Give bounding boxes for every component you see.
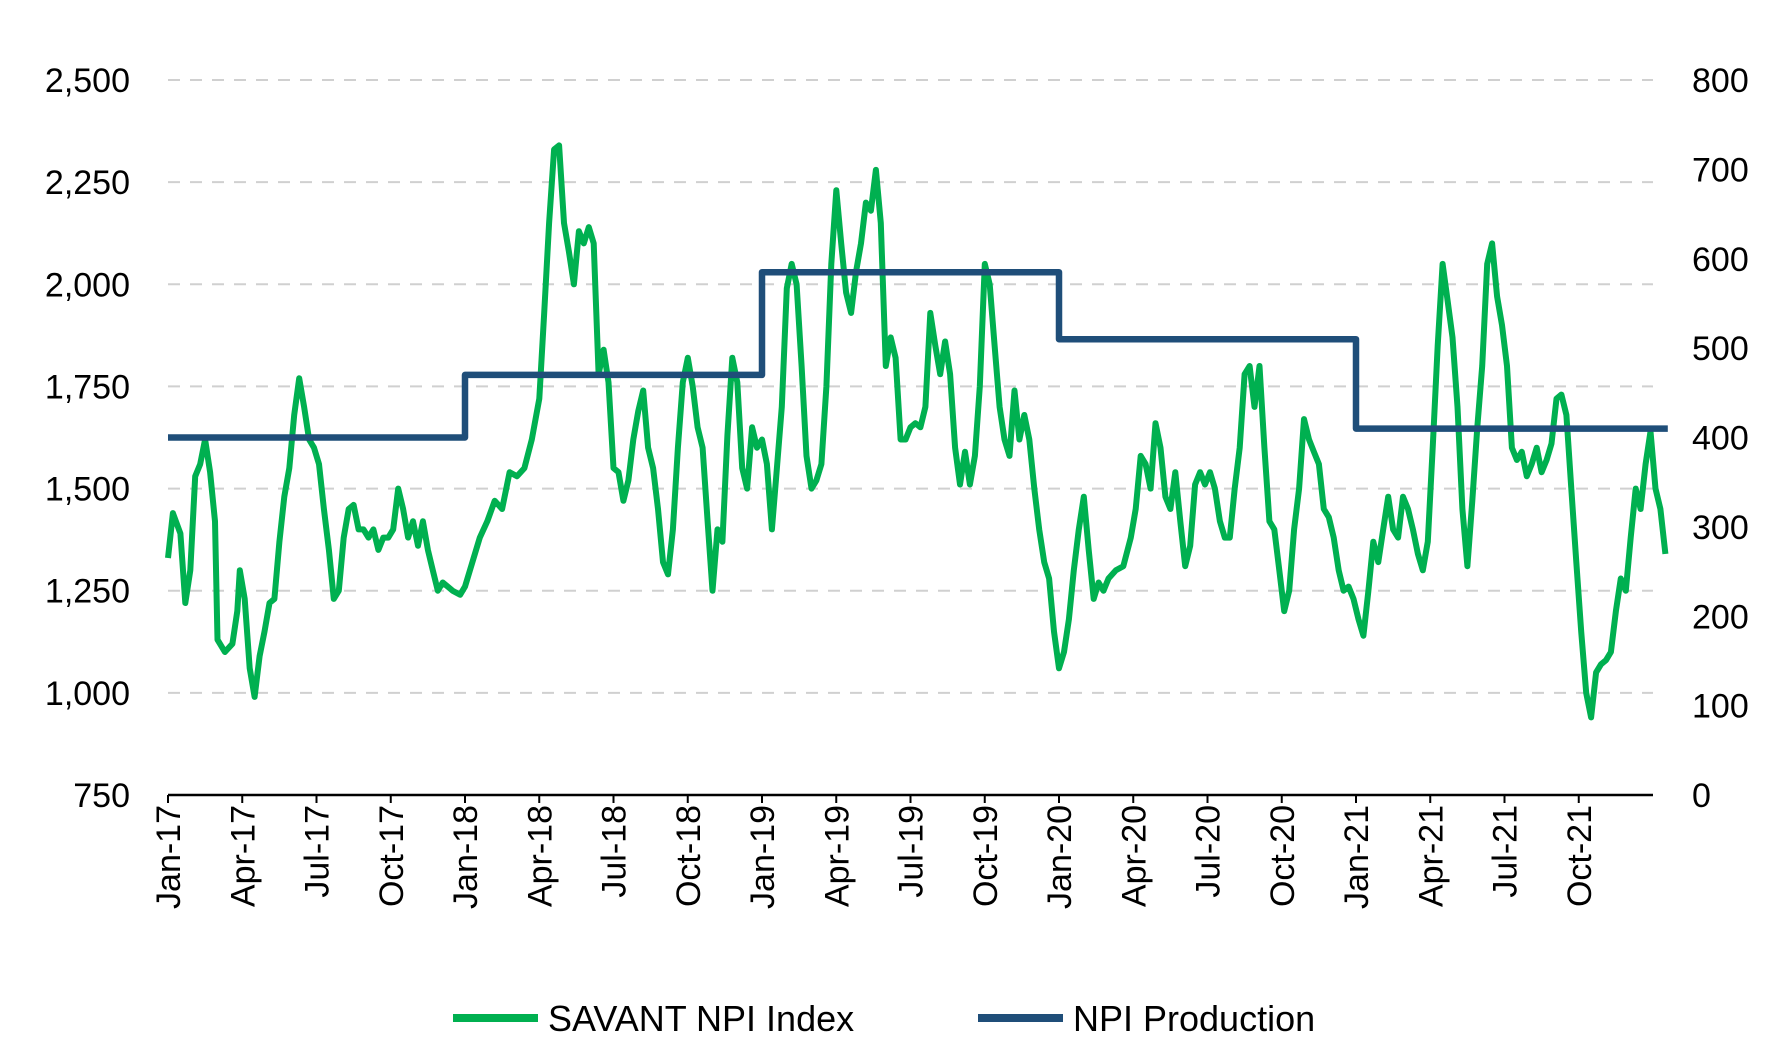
- right-tick-label: 800: [1692, 62, 1749, 100]
- x-tick-label: Apr-20: [1115, 805, 1153, 907]
- right-tick-label: 400: [1692, 420, 1749, 458]
- left-tick-label: 2,500: [45, 62, 130, 100]
- right-tick-label: 100: [1692, 688, 1749, 726]
- x-tick-label: Jan-17: [150, 805, 188, 909]
- left-tick-label: 750: [73, 777, 130, 815]
- x-tick-label: Oct-20: [1264, 805, 1302, 907]
- x-tick-label: Jul-18: [596, 805, 634, 898]
- x-tick-label: Jul-21: [1487, 805, 1525, 898]
- right-tick-label: 200: [1692, 598, 1749, 636]
- x-axis-ticks: Jan-17 Apr-17 Jul-17 Oct-17 Jan-18 Apr-18 Jul-…: [150, 795, 1599, 909]
- legend-label-savant: SAVANT NPI Index: [548, 998, 854, 1039]
- x-tick-label: Jul-20: [1190, 805, 1228, 898]
- x-tick-label: Jan-20: [1041, 805, 1079, 909]
- left-tick-label: 1,000: [45, 675, 130, 713]
- x-tick-label: Jul-17: [299, 805, 337, 898]
- right-tick-label: 300: [1692, 509, 1749, 547]
- legend-label-production: NPI Production: [1073, 998, 1315, 1039]
- x-tick-label: Oct-19: [967, 805, 1005, 907]
- left-tick-label: 1,250: [45, 573, 130, 611]
- x-tick-label: Apr-21: [1412, 805, 1450, 907]
- x-tick-label: Jan-18: [447, 805, 485, 909]
- x-tick-label: Oct-21: [1561, 805, 1599, 907]
- gridlines: [168, 79, 1653, 694]
- npi-production-line: [168, 268, 1668, 441]
- right-tick-label: 600: [1692, 241, 1749, 279]
- left-tick-label: 1,500: [45, 471, 130, 509]
- x-tick-label: Jan-19: [744, 805, 782, 909]
- right-tick-label: 700: [1692, 151, 1749, 189]
- left-tick-label: 1,750: [45, 368, 130, 406]
- savant-npi-index-line: [165, 142, 1669, 721]
- left-tick-label: 2,250: [45, 164, 130, 202]
- left-tick-label: 2,000: [45, 266, 130, 304]
- legend: SAVANT NPI Index NPI Production: [453, 998, 1315, 1039]
- right-tick-label: 500: [1692, 330, 1749, 368]
- x-tick-label: Oct-17: [373, 805, 411, 907]
- x-tick-label: Oct-18: [670, 805, 708, 907]
- x-tick-label: Apr-18: [521, 805, 559, 907]
- right-tick-label: 0: [1692, 777, 1711, 815]
- x-tick-label: Apr-19: [818, 805, 856, 907]
- right-axis-ticks: 0 100 200 300 400 500 600 700 800: [1692, 62, 1749, 815]
- x-tick-label: Apr-17: [224, 805, 262, 907]
- left-axis-ticks: 750 1,000 1,250 1,500 1,750 2,000 2,250 2,500: [45, 62, 130, 815]
- series-layer: [165, 142, 1669, 721]
- x-tick-label: Jul-19: [893, 805, 931, 898]
- x-tick-label: Jan-21: [1338, 805, 1376, 909]
